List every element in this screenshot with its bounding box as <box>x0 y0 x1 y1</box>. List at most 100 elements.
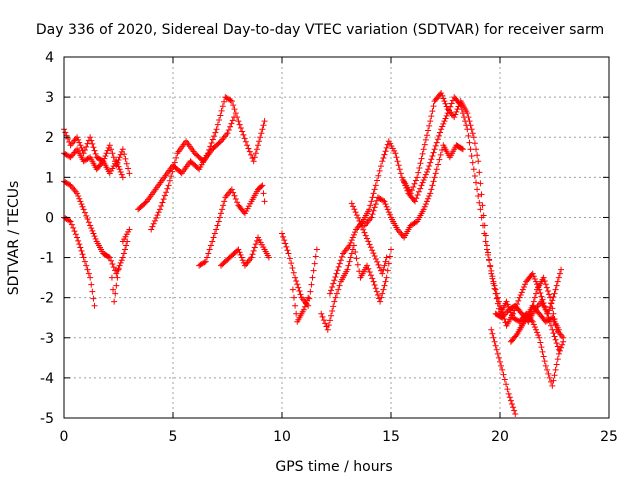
data-point <box>281 237 288 244</box>
data-point <box>368 214 375 221</box>
data-point <box>369 211 376 218</box>
data-point <box>490 334 497 341</box>
data-point <box>554 356 561 363</box>
data-point <box>382 201 389 208</box>
data-point <box>501 376 508 383</box>
data-point <box>92 150 99 157</box>
data-point <box>482 232 489 239</box>
data-point <box>235 118 242 125</box>
data-point <box>110 286 117 293</box>
data-point <box>88 225 95 232</box>
data-point <box>482 238 489 245</box>
data-point <box>170 164 177 171</box>
data-point <box>522 281 529 288</box>
data-point <box>255 142 262 149</box>
data-point <box>537 289 544 296</box>
x-tick-label: 20 <box>491 429 509 445</box>
data-point <box>437 129 444 136</box>
data-point <box>550 377 557 384</box>
data-point <box>244 142 251 149</box>
data-point <box>532 326 539 333</box>
data-point <box>530 321 537 328</box>
data-point <box>234 199 241 206</box>
data-point <box>367 272 374 279</box>
data-point <box>106 254 113 261</box>
data-point <box>552 336 559 343</box>
data-point <box>512 410 519 417</box>
data-point <box>556 347 563 354</box>
data-point <box>292 274 299 281</box>
data-point <box>126 226 133 233</box>
data-point <box>214 222 221 229</box>
data-point <box>489 275 496 282</box>
data-series <box>148 114 238 233</box>
data-point <box>421 203 428 210</box>
data-point <box>259 126 266 133</box>
data-point <box>541 358 548 365</box>
data-point <box>411 180 418 187</box>
data-point <box>356 217 363 224</box>
data-point <box>417 185 424 192</box>
data-point <box>494 300 501 307</box>
data-point <box>214 121 221 128</box>
data-point <box>388 246 394 253</box>
data-point <box>419 150 426 157</box>
data-point <box>344 266 351 273</box>
data-point <box>443 103 450 110</box>
data-point <box>544 310 551 317</box>
data-series <box>348 200 390 277</box>
data-point <box>435 161 442 168</box>
y-tick-label: 4 <box>45 50 54 66</box>
data-point <box>529 270 536 277</box>
data-point <box>432 142 439 149</box>
data-point <box>160 196 167 203</box>
data-point <box>432 170 439 177</box>
data-point <box>114 267 121 274</box>
data-point <box>248 151 255 158</box>
data-point <box>256 138 263 145</box>
data-point <box>476 169 483 176</box>
data-point <box>308 281 315 288</box>
data-point <box>370 207 377 214</box>
data-point <box>380 197 387 204</box>
data-point <box>384 206 391 213</box>
data-point <box>85 219 92 226</box>
data-point <box>544 287 551 294</box>
data-point <box>367 202 374 209</box>
data-point <box>365 265 372 272</box>
data-point <box>105 253 112 260</box>
data-point <box>221 98 228 105</box>
data-point <box>337 257 344 264</box>
data-point <box>485 249 492 256</box>
data-point <box>519 286 526 293</box>
data-point <box>495 305 502 312</box>
data-point <box>420 206 427 213</box>
data-point <box>383 274 390 281</box>
data-point <box>373 288 380 295</box>
data-point <box>78 201 85 208</box>
data-point <box>422 136 429 143</box>
data-point <box>448 100 455 107</box>
data-point <box>374 291 381 298</box>
data-point <box>498 362 505 369</box>
data-point <box>396 166 403 173</box>
data-point <box>433 139 440 146</box>
data-points <box>61 90 567 417</box>
data-point <box>418 155 425 162</box>
data-point <box>307 288 314 295</box>
data-point <box>235 246 242 253</box>
data-point <box>328 312 335 319</box>
data-point <box>413 195 420 202</box>
y-tick-label: -3 <box>40 331 54 347</box>
data-point <box>202 258 209 265</box>
data-point <box>392 150 399 157</box>
data-series <box>217 234 272 269</box>
data-point <box>380 286 387 293</box>
data-point <box>168 173 175 180</box>
data-point <box>370 190 377 197</box>
data-point <box>455 103 462 110</box>
data-point <box>425 195 432 202</box>
data-point <box>438 90 445 97</box>
data-point <box>473 179 480 186</box>
data-point <box>531 294 538 301</box>
